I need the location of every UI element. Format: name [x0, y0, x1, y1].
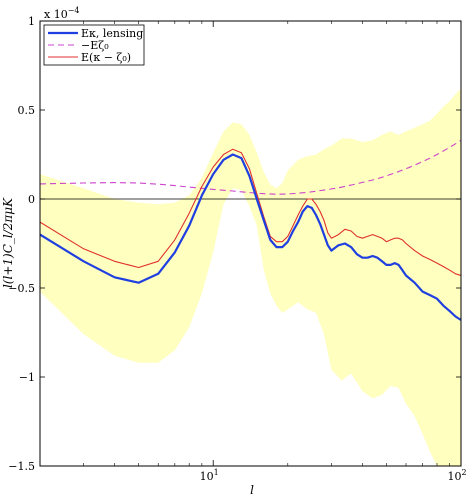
legend-label-3: E(κ − ζ₀)	[81, 51, 131, 64]
y-tick-label: −1	[19, 371, 35, 384]
y-tick-label: −1.5	[8, 460, 35, 473]
x-axis-label: l	[250, 483, 254, 497]
legend-label-1: Eκ, lensing	[81, 27, 143, 40]
y-tick-label: −0.5	[8, 282, 35, 295]
y-axis-label: l(l+1)C_l/2πμK	[1, 197, 15, 288]
plot-frame	[39, 20, 462, 467]
x-tick-label: 102	[447, 468, 466, 483]
x-tick-label: 101	[200, 468, 219, 483]
y-tick-label: 0	[28, 193, 35, 206]
y-tick-label: 0.5	[18, 104, 36, 117]
series-line-3	[40, 148, 461, 277]
y-tick-label: 1	[28, 15, 35, 28]
series-line-2	[40, 139, 461, 195]
y-multiplier-label: x 10−4	[44, 6, 80, 21]
series-line-1	[40, 153, 461, 321]
uncertainty-band	[40, 88, 461, 466]
legend: Eκ, lensing −Eζ₀ E(κ − ζ₀)	[43, 24, 145, 66]
legend-label-2: −Eζ₀	[81, 39, 109, 52]
